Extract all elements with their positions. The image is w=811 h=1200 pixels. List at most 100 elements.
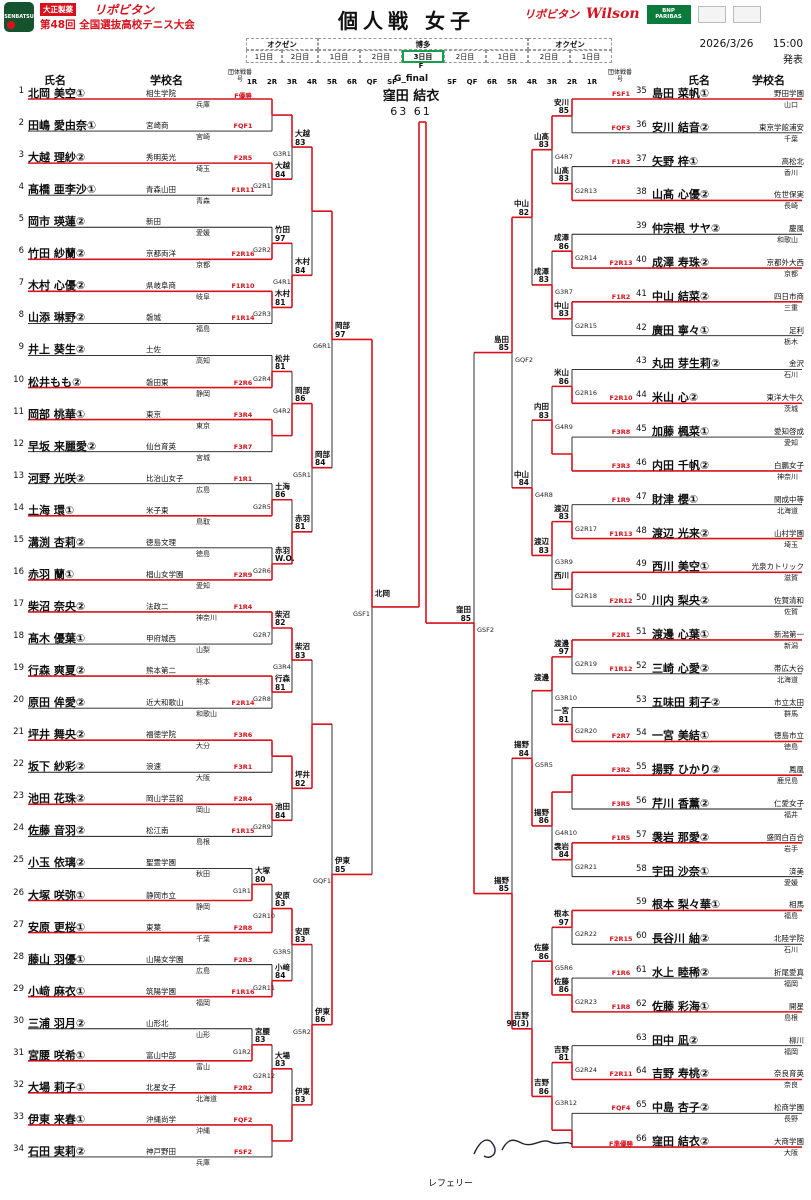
team-code: FSF2 (233, 1147, 253, 1156)
match-winner: 宮腰 83 (255, 1026, 270, 1045)
player-name: 水上 睦稀② (652, 966, 710, 980)
match-winner: 柴沼 83 (295, 642, 310, 660)
player-name: 石田 実莉② (28, 1144, 86, 1158)
match-winner: 赤羽 81 (295, 513, 310, 532)
day-cell: 1日目 (486, 50, 528, 63)
player-name: 安川 結音② (652, 120, 710, 134)
school-name: 柳川 (789, 1035, 804, 1045)
team-code: F3R4 (233, 410, 253, 419)
day-cell: 1日目 (246, 50, 282, 63)
team-code: F1R8 (611, 1002, 631, 1011)
school-name: 東京 (146, 409, 161, 419)
team-code: F2R7 (611, 732, 631, 741)
school-name: 松江南 (146, 826, 169, 836)
team-code: FSF1 (611, 90, 631, 98)
prefecture: 愛知 (196, 581, 210, 590)
team-code: F2R9 (233, 570, 253, 579)
match-code: G3R1 (273, 150, 291, 159)
player-name: 中島 杏子② (652, 1101, 710, 1115)
player-name: 仲宗根 サヤ② (652, 222, 721, 236)
match-code: G3R12 (555, 1099, 577, 1108)
emblem-text: SENBATSU (4, 14, 34, 20)
prefecture: 福岡 (784, 1047, 798, 1056)
school-name: 金沢 (789, 359, 804, 369)
team-code: F3R5 (611, 800, 631, 808)
player-name: 吉野 寿桃② (652, 1067, 710, 1081)
player-number: 29 (13, 983, 24, 994)
team-code: F2R12 (609, 597, 633, 606)
player-number: 27 (13, 919, 24, 930)
player-name: 三崎 心愛② (652, 661, 710, 675)
player-name: 大越 理紗② (28, 151, 86, 165)
player-name: 廣田 寧々① (652, 323, 710, 337)
match-code: G2R6 (253, 566, 271, 575)
day-cell: 1日目 (570, 50, 612, 63)
match-winner: 根本 97 (554, 909, 569, 927)
prefecture: 徳島 (196, 549, 210, 558)
match-winner: 竹田 97 (275, 225, 290, 243)
prefecture: 北海道 (777, 506, 798, 515)
school-name: 東洋大牛久 (766, 393, 805, 403)
school-name: 市立太田 (774, 697, 804, 707)
match-winner: 渡邊 97 (554, 638, 569, 657)
match-code: G3R5 (273, 947, 291, 956)
match-code: G2R16 (575, 389, 597, 398)
match-code: G2R21 (575, 862, 597, 871)
match-code: G5R5 (535, 761, 553, 770)
player-number: 36 (636, 119, 647, 130)
prefecture: 大分 (196, 742, 210, 751)
event-title: 第48回 全国選抜高校テニス大会 (40, 19, 195, 31)
match-code: G2R20 (575, 727, 597, 736)
school-name: 鳳凰 (789, 765, 804, 775)
player-name: 柴沼 奈央② (28, 599, 86, 613)
player-name: 長谷川 紬② (652, 932, 710, 946)
match-winner: 安原 83 (275, 890, 290, 908)
team-code: F3R6 (233, 731, 253, 740)
player-name: 行森 爽夏② (28, 664, 86, 678)
prefecture: 鹿児島 (777, 777, 798, 786)
player-name: 五味田 莉子② (652, 695, 721, 709)
day-cell: 2日目 (528, 50, 570, 63)
prefecture: 新潟 (784, 641, 798, 650)
team-code: F1R5 (611, 833, 631, 842)
team-code: F1R2 (611, 292, 631, 301)
prefecture: 鳥取 (196, 517, 210, 526)
prefecture: 兵庫 (196, 1158, 210, 1167)
signature-icon (473, 1139, 573, 1158)
school-name: 済美 (789, 866, 804, 876)
match-winner: 大塚 80 (255, 866, 270, 884)
player-name: 三浦 羽月② (28, 1016, 86, 1030)
player-name: 赤羽 蘭① (28, 567, 75, 581)
school-name: 福徳学院 (146, 730, 176, 740)
school-name: 県岐阜商 (146, 281, 176, 291)
round-header: 2R (566, 78, 578, 86)
team-code: F2R13 (609, 259, 633, 268)
round-header: 2R (266, 78, 278, 86)
school-name: 米子東 (146, 505, 169, 515)
match-winner: 山髙 83 (554, 165, 569, 184)
match-winner: 中山 84 (514, 469, 529, 488)
player-number: 45 (636, 424, 647, 435)
player-number: 12 (13, 438, 24, 449)
match-winner: 渡辺 83 (554, 503, 569, 522)
player-number: 52 (636, 660, 647, 671)
sponsor-logo (697, 5, 726, 23)
round-header: 4R (526, 78, 538, 86)
player-name: 伊東 来春① (28, 1112, 86, 1126)
player-number: 5 (18, 214, 24, 225)
team-code: F1R1 (233, 474, 253, 483)
player-number: 33 (13, 1111, 24, 1122)
prefecture: 島根 (784, 1013, 798, 1022)
team-code: F1R10 (231, 282, 255, 291)
match-code: G2R23 (575, 997, 597, 1006)
team-code: F準優勝 (609, 1140, 633, 1149)
player-name: 髙橋 亜李沙① (28, 183, 97, 197)
match-winner: 行森 81 (275, 674, 290, 692)
round-header: QF (366, 78, 378, 86)
player-number: 61 (636, 965, 647, 976)
prefecture: 福井 (784, 811, 798, 819)
lipovitan-logo: リポビタン (94, 3, 155, 17)
school-name: 新田 (146, 217, 161, 227)
player-name: 髙木 優葉① (28, 632, 86, 646)
